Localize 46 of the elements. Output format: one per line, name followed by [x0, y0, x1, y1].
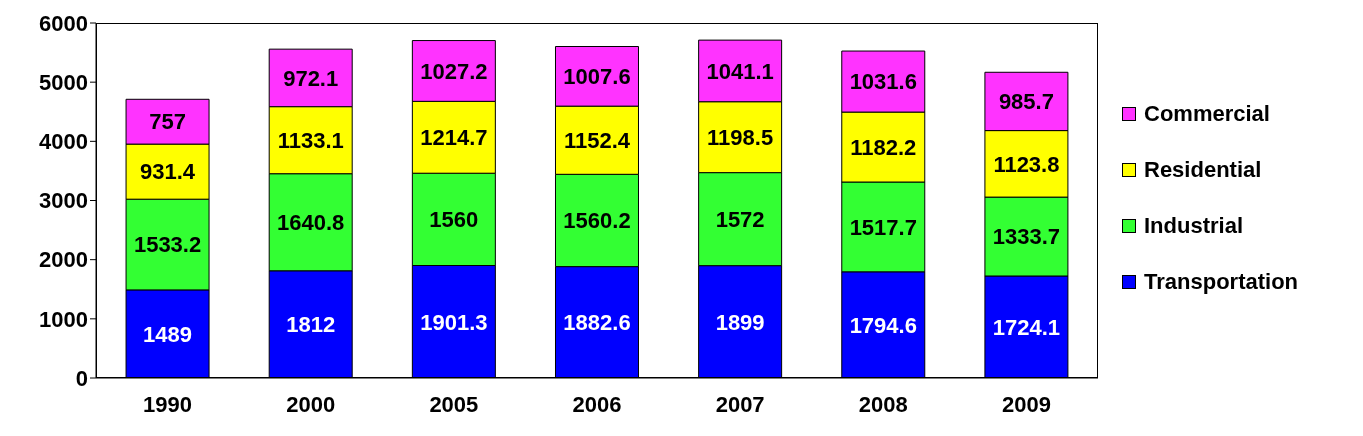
data-label: 931.4: [140, 159, 196, 185]
data-label: 1182.2: [850, 134, 917, 160]
data-label: 1572: [715, 206, 765, 232]
data-label: 1031.6: [849, 69, 917, 95]
data-label: 1560.2: [563, 208, 631, 234]
x-tick-label: 1990: [143, 391, 193, 417]
data-label: 1812: [286, 312, 336, 338]
x-tick-label: 2009: [1001, 391, 1051, 417]
data-label: 1899: [715, 309, 765, 335]
legend-label: Commercial: [1144, 101, 1270, 127]
data-label: 1333.7: [992, 224, 1061, 250]
y-tick-label: 0: [75, 365, 88, 391]
data-label: 1027.2: [420, 58, 488, 84]
legend-label: Transportation: [1144, 269, 1299, 295]
data-label: 1123.8: [993, 151, 1060, 177]
data-label: 1533.2: [133, 232, 202, 258]
x-tick-label: 2000: [286, 391, 336, 417]
y-tick-label: 4000: [39, 129, 88, 155]
data-label: 757: [149, 109, 186, 135]
data-label: 1133.1: [277, 128, 344, 153]
data-label: 1198.5: [707, 124, 774, 150]
x-tick-label: 2007: [715, 391, 765, 417]
data-label: 972.1: [283, 65, 339, 91]
data-label: 1007.6: [563, 64, 631, 90]
legend-label: Residential: [1144, 157, 1262, 183]
data-label: 1489: [143, 321, 193, 347]
data-label: 1214.7: [420, 125, 488, 151]
data-label: 1724.1: [992, 314, 1061, 340]
y-tick-label: 3000: [39, 188, 88, 214]
x-tick-label: 2006: [572, 391, 622, 417]
data-label: 1794.6: [849, 312, 917, 338]
data-label: 1901.3: [420, 309, 488, 335]
y-tick-label: 1000: [39, 306, 88, 332]
data-label: 1041.1: [706, 58, 774, 84]
data-label: 985.7: [998, 89, 1054, 115]
y-tick-label: 6000: [39, 10, 88, 36]
data-label: 1152.4: [563, 128, 631, 154]
data-label: 1640.8: [277, 210, 345, 236]
legend-label: Industrial: [1144, 213, 1244, 239]
data-label: 1560: [429, 207, 479, 233]
y-tick-label: 2000: [39, 247, 88, 273]
data-label: 1517.7: [849, 214, 917, 240]
data-label: 1882.6: [563, 310, 631, 336]
y-tick-label: 5000: [39, 69, 88, 95]
x-tick-label: 2005: [429, 391, 479, 417]
x-tick-label: 2008: [858, 391, 908, 417]
